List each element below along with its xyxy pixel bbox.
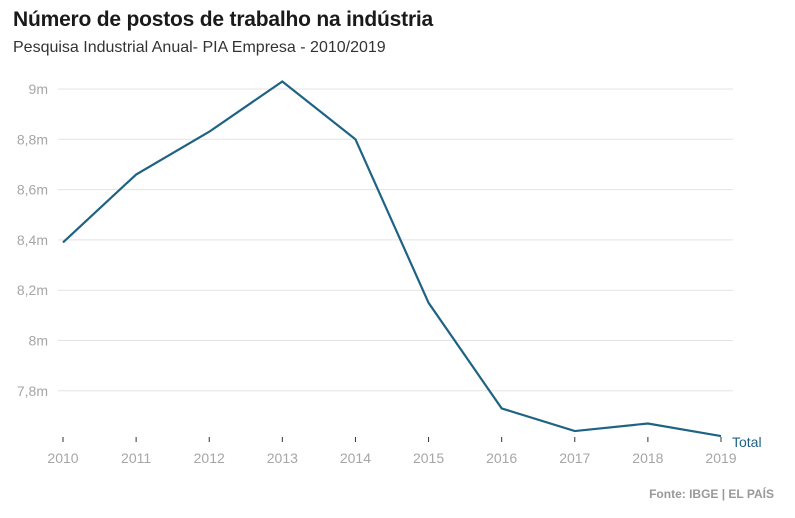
- x-tick-label: 2012: [194, 450, 225, 466]
- x-tick-label: 2013: [267, 450, 298, 466]
- source-credit: Fonte: IBGE | EL PAÍS: [649, 487, 774, 501]
- y-tick-label: 8,4m: [17, 232, 48, 248]
- y-axis: 9m 8,8m 8,6m 8,4m 8,2m 8m 7,8m: [17, 81, 48, 399]
- x-tick-label: 2018: [632, 450, 663, 466]
- x-axis: 2010 2011 2012 2013 2014 2015 2016 2017 2018 2019: [47, 437, 737, 466]
- chart-title: Número de postos de trabalho na indústri…: [13, 8, 434, 31]
- y-tick-label: 8,8m: [17, 131, 48, 147]
- series-line-total: [62, 80, 722, 438]
- y-tick-label: 8m: [29, 333, 48, 349]
- series-label-total: Total: [732, 434, 762, 450]
- x-tick-label: 2014: [340, 450, 371, 466]
- y-tick-label: 7,8m: [17, 383, 48, 399]
- y-tick-label: 9m: [29, 81, 48, 97]
- x-tick-label: 2019: [705, 450, 736, 466]
- y-tick-label: 8,6m: [17, 182, 48, 198]
- series-layer: Total: [62, 80, 762, 450]
- x-tick-label: 2017: [559, 450, 590, 466]
- gridlines: [58, 88, 733, 392]
- x-tick-label: 2016: [486, 450, 517, 466]
- x-tick-label: 2015: [413, 450, 444, 466]
- chart-subtitle: Pesquisa Industrial Anual- PIA Empresa -…: [13, 39, 386, 56]
- x-tick-label: 2011: [121, 450, 151, 466]
- y-tick-label: 8,2m: [17, 282, 48, 298]
- x-tick-label: 2010: [47, 450, 78, 466]
